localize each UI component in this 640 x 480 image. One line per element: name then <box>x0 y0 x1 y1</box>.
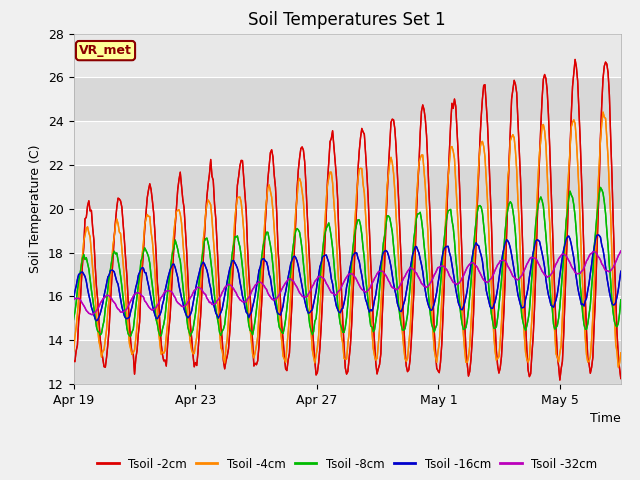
Tsoil -16cm <box>573 275 580 281</box>
Tsoil -4cm <box>614 364 622 370</box>
Tsoil -2cm <box>70 358 77 363</box>
Tsoil -2cm <box>572 57 579 62</box>
Text: VR_met: VR_met <box>79 44 132 57</box>
Y-axis label: Soil Temperature (C): Soil Temperature (C) <box>29 144 42 273</box>
Tsoil -8cm <box>504 206 511 212</box>
Line: Tsoil -8cm: Tsoil -8cm <box>74 187 621 336</box>
Tsoil -32cm <box>617 248 625 254</box>
Tsoil -2cm <box>111 218 119 224</box>
Tsoil -16cm <box>93 318 100 324</box>
Tsoil -8cm <box>388 229 396 235</box>
Tsoil -2cm <box>502 233 510 239</box>
Tsoil -32cm <box>504 264 511 269</box>
Tsoil -4cm <box>502 208 510 214</box>
X-axis label: Time: Time <box>590 412 621 425</box>
Tsoil -16cm <box>504 238 511 244</box>
Tsoil -4cm <box>449 148 457 154</box>
Tsoil -4cm <box>387 155 395 160</box>
Bar <box>74 296 621 340</box>
Tsoil -8cm <box>127 333 134 339</box>
Line: Tsoil -2cm: Tsoil -2cm <box>74 60 621 380</box>
Bar <box>74 34 621 77</box>
Tsoil -2cm <box>574 78 582 84</box>
Tsoil -4cm <box>70 348 77 354</box>
Tsoil -16cm <box>594 232 602 238</box>
Bar <box>74 340 621 384</box>
Bar <box>74 121 621 165</box>
Tsoil -4cm <box>111 222 119 228</box>
Tsoil -2cm <box>449 106 457 111</box>
Tsoil -2cm <box>492 321 499 327</box>
Legend: Tsoil -2cm, Tsoil -4cm, Tsoil -8cm, Tsoil -16cm, Tsoil -32cm: Tsoil -2cm, Tsoil -4cm, Tsoil -8cm, Tsoi… <box>93 453 602 475</box>
Bar <box>74 165 621 209</box>
Tsoil -32cm <box>89 312 97 317</box>
Tsoil -4cm <box>617 350 625 356</box>
Tsoil -16cm <box>70 297 77 302</box>
Tsoil -32cm <box>70 297 77 302</box>
Tsoil -4cm <box>492 348 499 354</box>
Tsoil -8cm <box>617 297 625 302</box>
Tsoil -32cm <box>493 264 500 270</box>
Tsoil -4cm <box>599 109 607 115</box>
Tsoil -32cm <box>451 280 458 286</box>
Tsoil -4cm <box>572 120 579 126</box>
Tsoil -32cm <box>573 271 580 276</box>
Line: Tsoil -16cm: Tsoil -16cm <box>74 235 621 321</box>
Bar <box>74 209 621 252</box>
Tsoil -8cm <box>596 184 604 190</box>
Tsoil -32cm <box>388 285 396 290</box>
Tsoil -8cm <box>451 238 458 243</box>
Tsoil -16cm <box>113 278 120 284</box>
Line: Tsoil -4cm: Tsoil -4cm <box>74 112 621 367</box>
Tsoil -8cm <box>573 229 580 235</box>
Tsoil -16cm <box>617 268 625 274</box>
Title: Soil Temperatures Set 1: Soil Temperatures Set 1 <box>248 11 446 29</box>
Tsoil -8cm <box>493 324 500 330</box>
Tsoil -16cm <box>451 277 458 283</box>
Bar <box>74 77 621 121</box>
Tsoil -8cm <box>70 317 77 323</box>
Bar <box>74 252 621 296</box>
Tsoil -8cm <box>111 251 119 257</box>
Tsoil -16cm <box>388 272 396 278</box>
Tsoil -2cm <box>617 376 625 382</box>
Line: Tsoil -32cm: Tsoil -32cm <box>74 251 621 314</box>
Tsoil -2cm <box>387 120 395 125</box>
Tsoil -2cm <box>556 377 564 383</box>
Tsoil -16cm <box>493 293 500 299</box>
Tsoil -32cm <box>113 304 120 310</box>
